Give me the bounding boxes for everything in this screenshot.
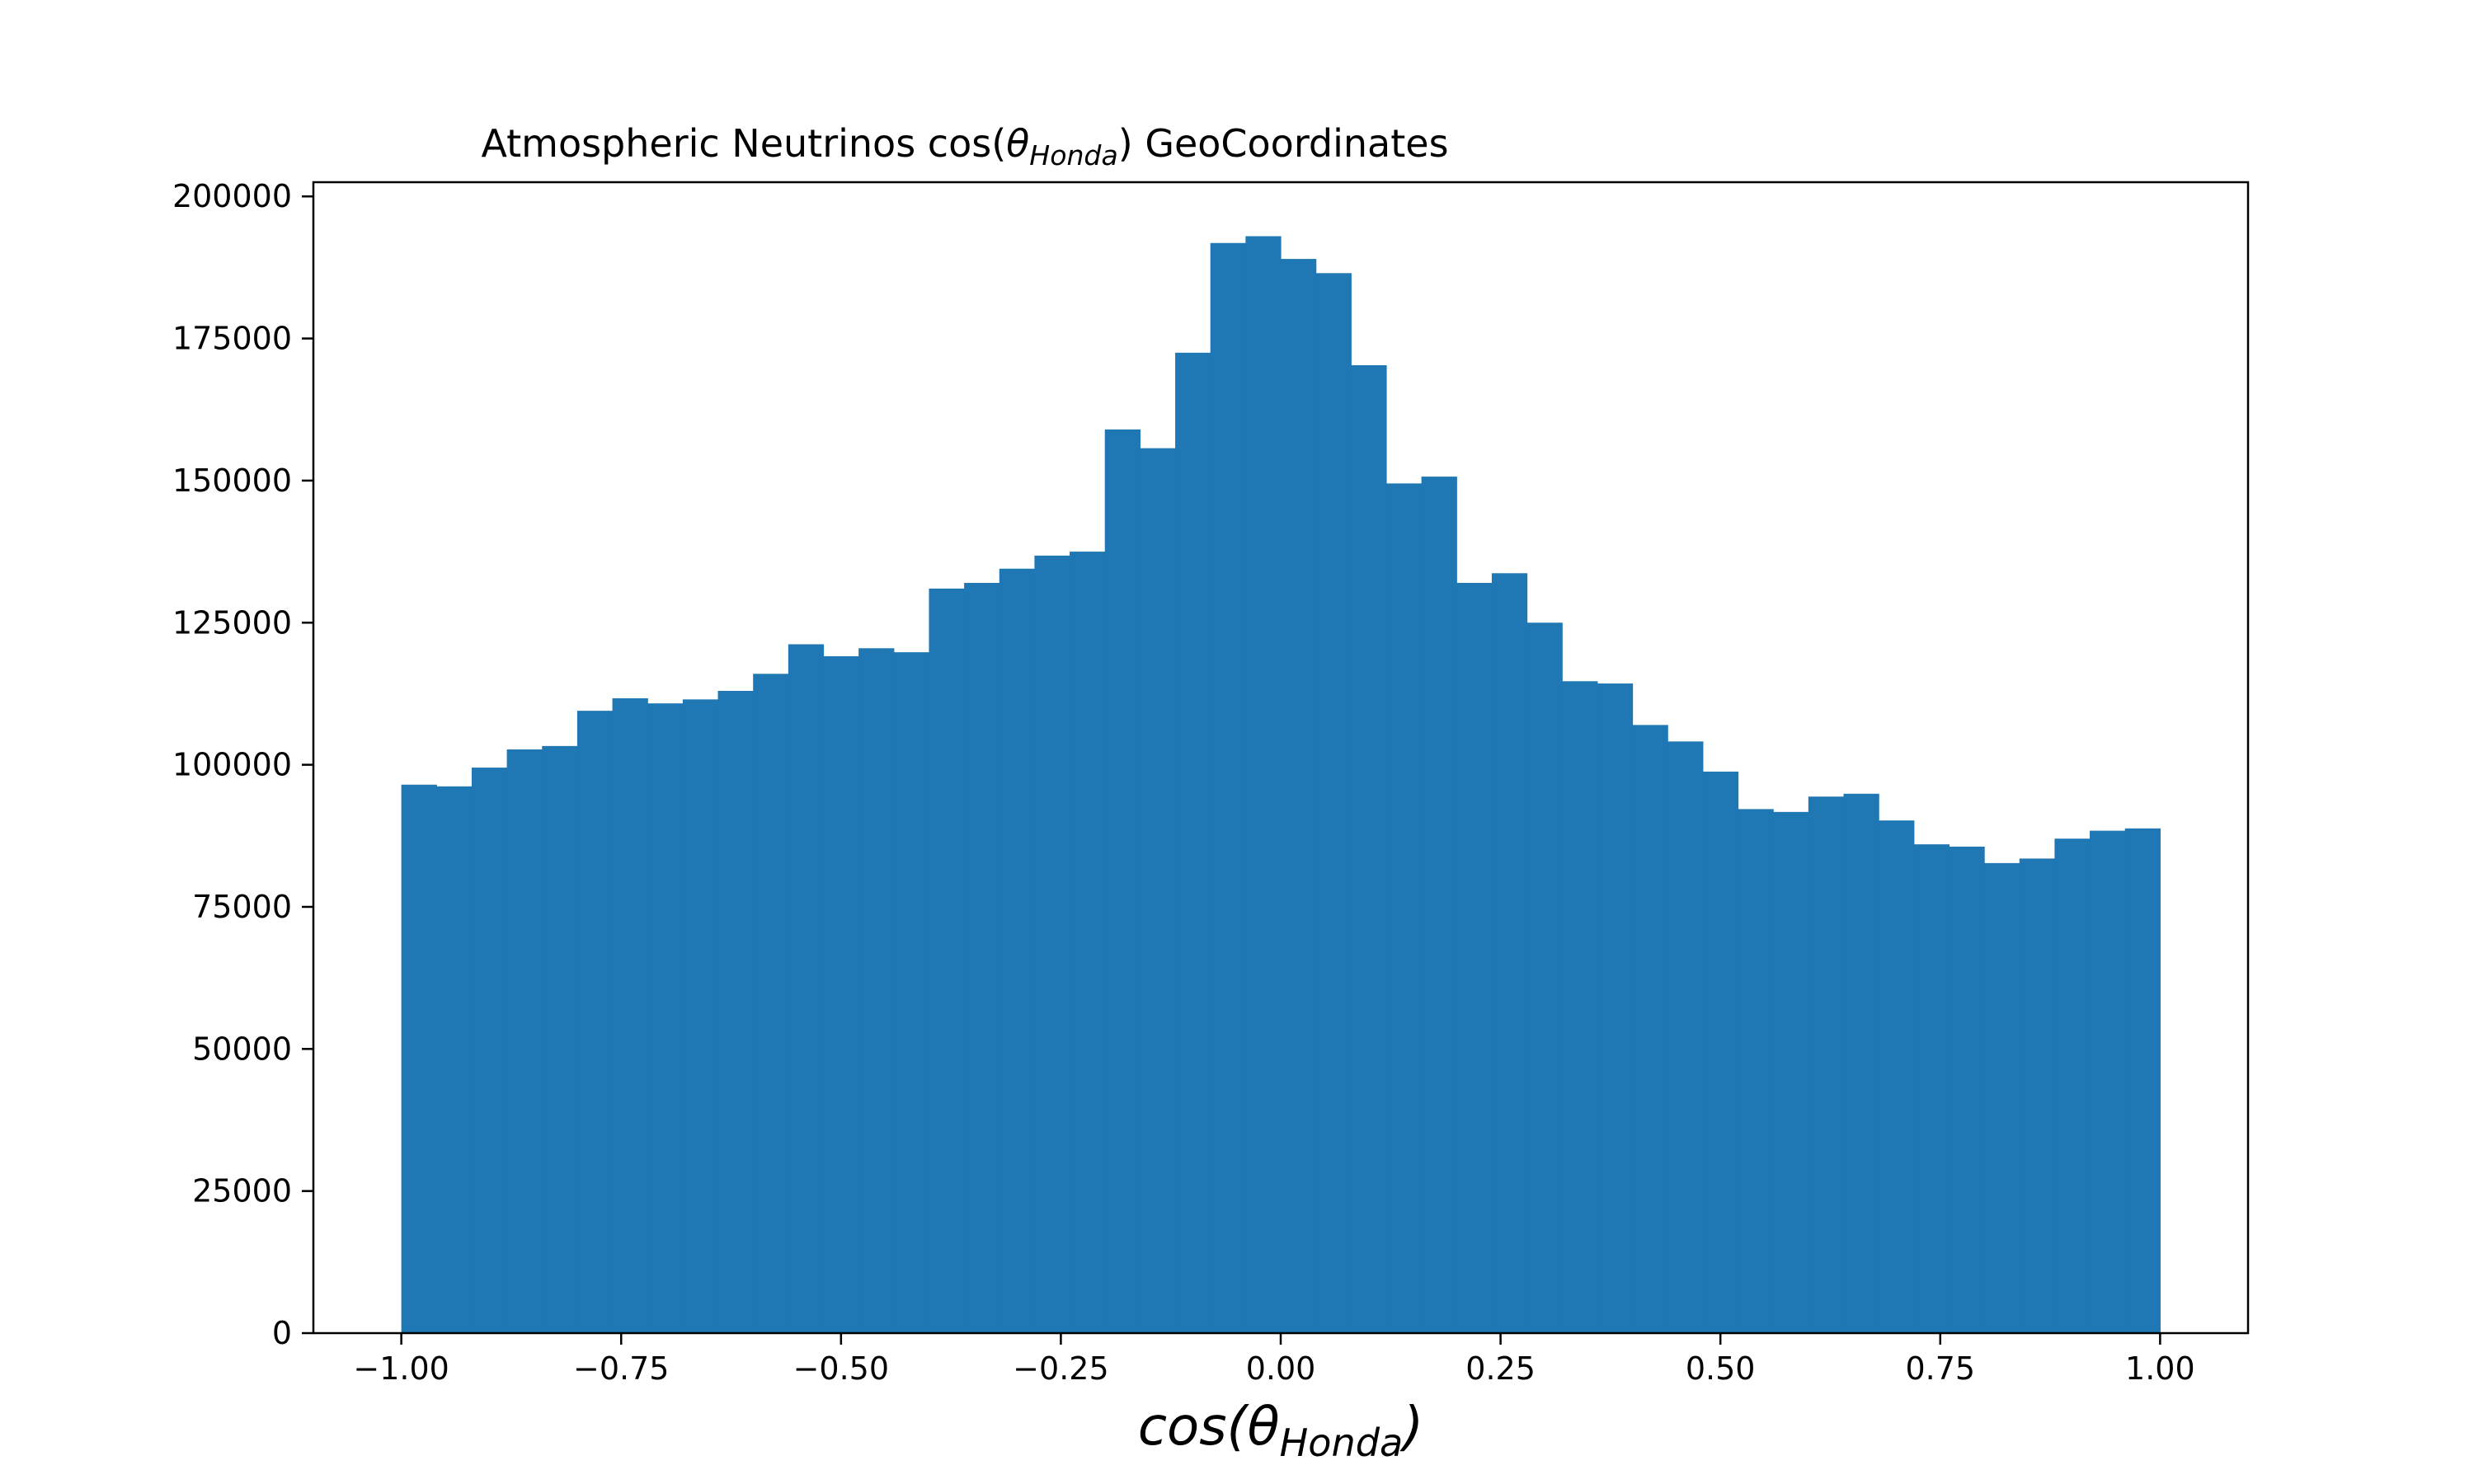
y-tick-label: 0 [272, 1315, 292, 1351]
histogram-bar [858, 648, 895, 1333]
histogram-bar [1984, 862, 2020, 1333]
histogram-bar [1843, 793, 1879, 1333]
histogram-bar [1667, 741, 1704, 1333]
x-tick-label: −0.50 [793, 1350, 889, 1387]
x-tick-label: −0.25 [1013, 1350, 1108, 1387]
x-tick-label: 0.75 [1905, 1350, 1975, 1387]
histogram-bar [1421, 477, 1457, 1333]
histogram-bar [1913, 844, 1950, 1333]
histogram-bar [1773, 811, 1809, 1333]
histogram-bar [1562, 681, 1598, 1333]
histogram-bar [1034, 555, 1070, 1333]
histogram-bar [1175, 352, 1211, 1333]
histogram-bar [1210, 242, 1246, 1334]
histogram-bar [436, 786, 473, 1333]
histogram-bar [1526, 622, 1563, 1333]
x-tick-label: 0.00 [1246, 1350, 1316, 1387]
histogram-bar [1245, 236, 1282, 1334]
histogram-bar [1738, 809, 1774, 1333]
histogram-bar [401, 784, 437, 1333]
histogram-bar [823, 655, 859, 1333]
histogram-bars [401, 236, 2161, 1334]
histogram-bar [1808, 796, 1845, 1333]
histogram-bar [893, 652, 930, 1333]
histogram-bar [2054, 838, 2091, 1333]
histogram-bar [682, 699, 719, 1333]
histogram-bar [2090, 830, 2126, 1333]
histogram-bar [1351, 364, 1387, 1334]
histogram-bar [647, 703, 684, 1333]
histogram-bar [1140, 448, 1176, 1333]
histogram-bar [1879, 820, 1915, 1333]
x-tick-label: −1.00 [353, 1350, 449, 1387]
histogram-bar [2019, 858, 2055, 1333]
histogram-bar [2124, 828, 2161, 1333]
histogram-bar [1456, 583, 1493, 1333]
y-tick-label: 50000 [192, 1031, 292, 1067]
histogram-bar [999, 568, 1036, 1333]
y-tick-label: 25000 [192, 1173, 292, 1209]
x-tick-label: 1.00 [2125, 1350, 2195, 1387]
histogram-bar [1702, 771, 1739, 1333]
histogram-bar [753, 674, 789, 1333]
histogram-bar [1281, 259, 1317, 1334]
histogram-bar [788, 644, 825, 1333]
histogram-bar [1491, 573, 1528, 1333]
chart-title: Atmospheric Neutrinos cos(θHonda) GeoCoo… [481, 121, 1448, 171]
y-tick-label: 75000 [192, 889, 292, 925]
histogram-bar [1315, 273, 1352, 1333]
histogram-bar [471, 768, 508, 1333]
y-tick-label: 200000 [172, 178, 292, 214]
histogram-bar [717, 690, 754, 1333]
histogram-bar [1949, 846, 1985, 1333]
x-axis-label: cos(θHonda) [1138, 1397, 1423, 1465]
y-tick-label: 100000 [172, 747, 292, 783]
y-tick-label: 150000 [172, 463, 292, 499]
histogram-bar [1104, 429, 1141, 1333]
x-axis-ticks: −1.00 −0.75 −0.50 −0.25 0.00 0.25 0.50 0.75 1.00 [353, 1333, 2195, 1387]
x-tick-label: 0.50 [1686, 1350, 1756, 1387]
histogram-bar [1597, 683, 1634, 1333]
x-tick-label: −0.75 [573, 1350, 669, 1387]
histogram-bar [1632, 725, 1668, 1333]
histogram-bar [1385, 483, 1423, 1334]
histogram-bar [612, 697, 648, 1333]
histogram-bar [929, 588, 965, 1333]
histogram-bar [576, 711, 614, 1333]
y-tick-label: 125000 [172, 604, 292, 641]
x-tick-label: 0.25 [1465, 1350, 1536, 1387]
y-tick-label: 175000 [172, 321, 292, 357]
histogram-bar [542, 745, 578, 1333]
histogram-bar [506, 749, 543, 1333]
histogram-bar [1070, 552, 1106, 1333]
y-axis-ticks: 0 25000 50000 75000 100000 125000 150000 175000… [172, 178, 313, 1351]
histogram-bar [964, 583, 1000, 1333]
